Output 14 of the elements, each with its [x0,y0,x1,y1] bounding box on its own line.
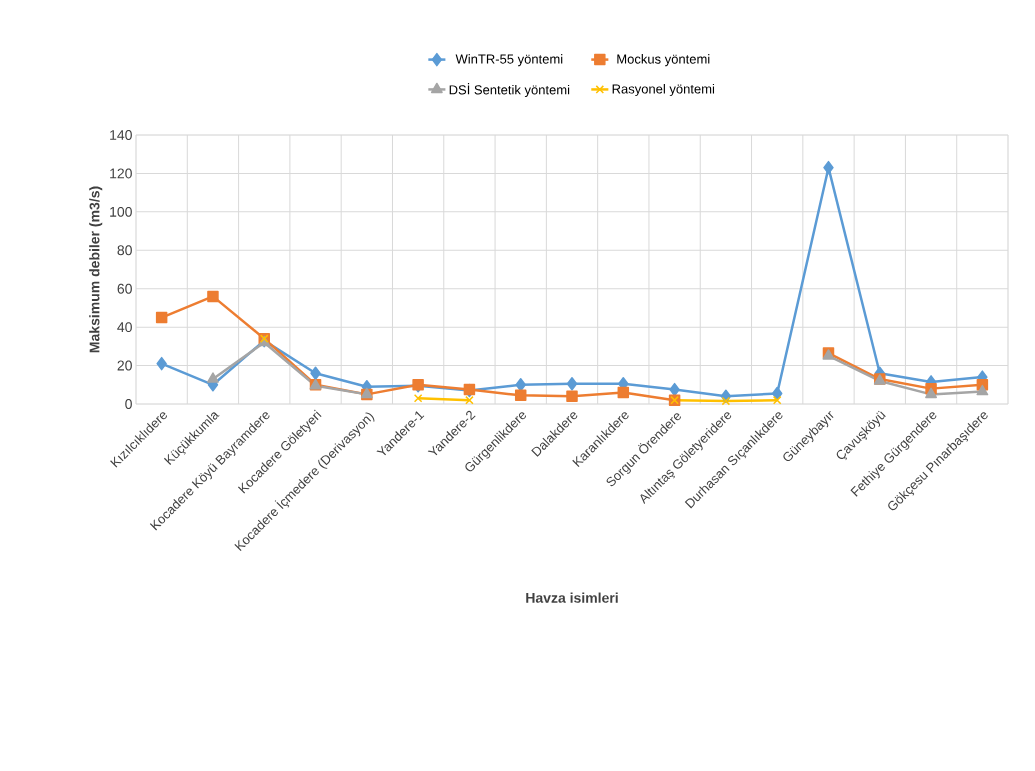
y-tick-label: 140 [110,130,132,140]
legend-label: DSİ Sentetik yöntemi [449,83,570,98]
y-tick-label: 100 [110,206,132,217]
legend-label: WinTR-55 yöntemi [455,54,563,67]
y-tick-label: 0 [125,399,132,409]
y-tick-label: 20 [117,360,132,371]
y-tick-label: 60 [117,283,132,294]
y-tick-label: 120 [110,168,132,179]
y-tick-label: 40 [117,322,132,333]
y-axis-title: Maksimum debiler (m3/s) [89,186,103,353]
legend-label: Rasyonel yöntemi [612,83,715,97]
x-axis-title: Havza isimleri [526,592,618,603]
y-tick-label: 80 [117,245,132,256]
legend-label: Mockus yöntemi [617,54,710,67]
